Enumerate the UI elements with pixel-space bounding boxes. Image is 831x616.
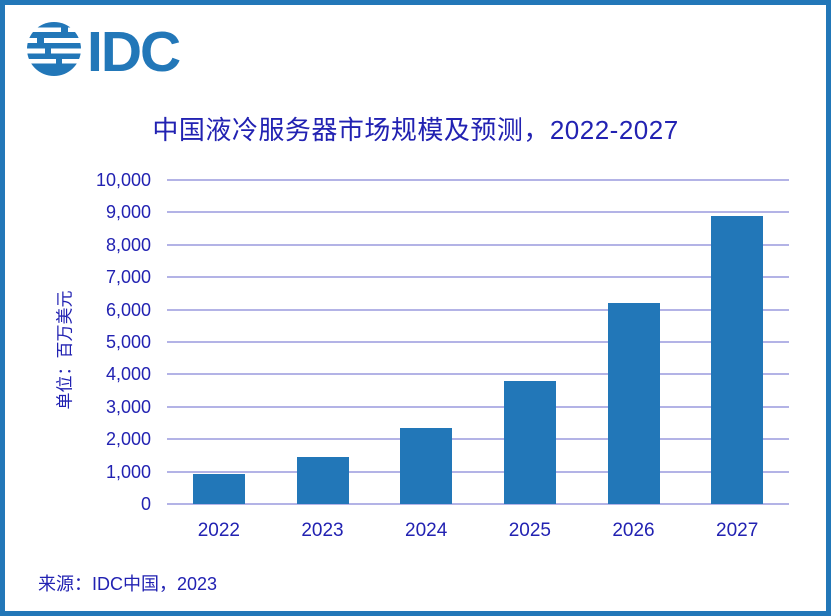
bar-2026 xyxy=(607,303,660,504)
gridline xyxy=(167,276,789,279)
x-axis-label-2023: 2023 xyxy=(301,520,344,541)
x-axis-label-2025: 2025 xyxy=(508,520,551,541)
bar-2027 xyxy=(711,215,764,504)
x-axis-label-2022: 2022 xyxy=(197,520,240,541)
source-note: 来源：IDC中国，2023 xyxy=(38,574,218,594)
gridline xyxy=(167,373,789,376)
gridline xyxy=(167,405,789,408)
bar-2025 xyxy=(503,380,556,504)
y-tick-label: 10,000 xyxy=(95,170,151,190)
y-tick-label: 7,000 xyxy=(105,267,151,288)
y-tick-label: 5,000 xyxy=(105,332,151,352)
idc-globe-icon xyxy=(25,22,83,76)
gridline xyxy=(167,470,789,473)
chart-title: 中国液冷服务器市场规模及预测，2022-2027 xyxy=(152,115,679,145)
y-tick-label: 4,000 xyxy=(105,364,151,385)
bar-2023 xyxy=(296,457,349,504)
gridline xyxy=(167,308,789,311)
bar-2024 xyxy=(400,427,453,504)
idc-logo: IDC xyxy=(25,20,182,80)
y-tick-label: 9,000 xyxy=(105,202,151,223)
y-tick-label: 2,000 xyxy=(105,429,151,450)
x-axis-label-2024: 2024 xyxy=(405,520,448,541)
y-tick-label: 1,000 xyxy=(105,461,151,482)
gridline xyxy=(167,341,789,343)
gridline xyxy=(167,503,789,505)
x-axis-label-2026: 2026 xyxy=(612,520,655,541)
gridline xyxy=(167,179,789,181)
y-tick-label: 3,000 xyxy=(105,396,151,417)
x-axis-label-2027: 2027 xyxy=(716,520,759,541)
y-tick-label: 6,000 xyxy=(105,299,151,320)
y-tick-label: 0 xyxy=(140,494,151,514)
gridline xyxy=(167,243,789,246)
idc-logo-text: IDC xyxy=(87,20,180,80)
gridline xyxy=(167,211,789,214)
y-tick-label: 8,000 xyxy=(105,234,151,255)
gridline xyxy=(167,438,789,441)
bar-2022 xyxy=(192,473,245,504)
